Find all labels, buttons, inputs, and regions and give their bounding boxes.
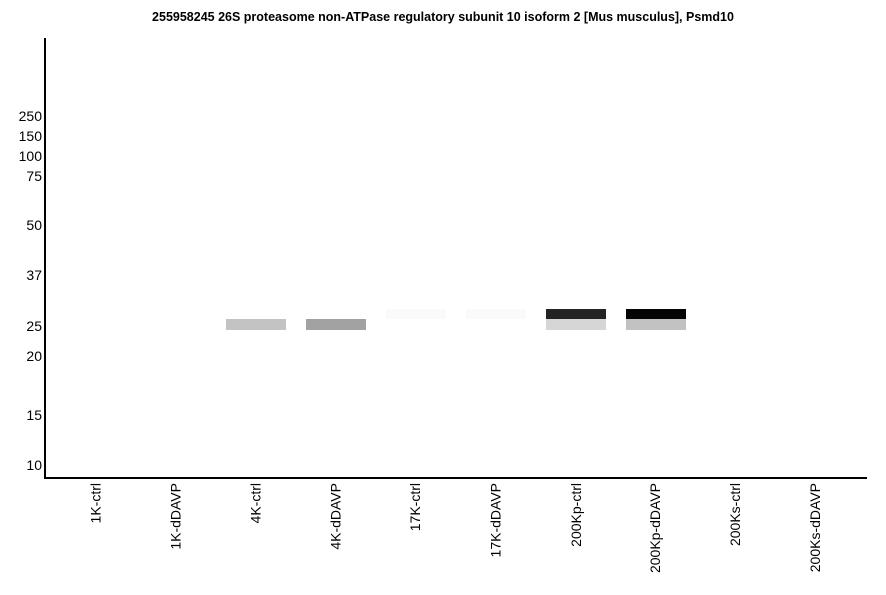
lane-label: 4K-ctrl: [247, 483, 264, 524]
y-tick-label: 20: [26, 348, 42, 364]
lane-label: 4K-dDAVP: [327, 483, 344, 550]
y-tick-label: 10: [26, 457, 42, 473]
x-axis-line: [44, 477, 867, 479]
lane-label: 200Kp-ctrl: [567, 483, 584, 547]
y-tick-label: 250: [18, 108, 42, 124]
y-tick-label: 150: [18, 128, 42, 144]
y-tick-label: 37: [26, 267, 42, 283]
y-axis-line: [44, 38, 46, 479]
lane-label: 200Ks-dDAVP: [807, 483, 824, 573]
lane-label: 17K-ctrl: [407, 483, 424, 532]
chart-title: 255958245 26S proteasome non-ATPase regu…: [152, 10, 734, 24]
y-tick-label: 15: [26, 407, 42, 423]
y-tick-label: 100: [18, 148, 42, 164]
y-tick-label: 25: [26, 318, 42, 334]
blot-band: [226, 319, 286, 330]
blot-band: [466, 309, 526, 319]
blot-band: [546, 319, 606, 330]
y-tick-label: 50: [26, 217, 42, 233]
blot-band: [306, 319, 366, 330]
lane-label: 17K-dDAVP: [487, 483, 504, 558]
y-tick-label: 75: [26, 168, 42, 184]
lane-label: 1K-ctrl: [87, 483, 104, 524]
blot-band: [386, 309, 446, 319]
lane-label: 1K-dDAVP: [167, 483, 184, 550]
lane-label: 200Kp-dDAVP: [647, 483, 664, 574]
blot-band: [626, 309, 686, 319]
blot-band: [626, 319, 686, 330]
lane-label: 200Ks-ctrl: [727, 483, 744, 547]
blot-band: [546, 309, 606, 319]
